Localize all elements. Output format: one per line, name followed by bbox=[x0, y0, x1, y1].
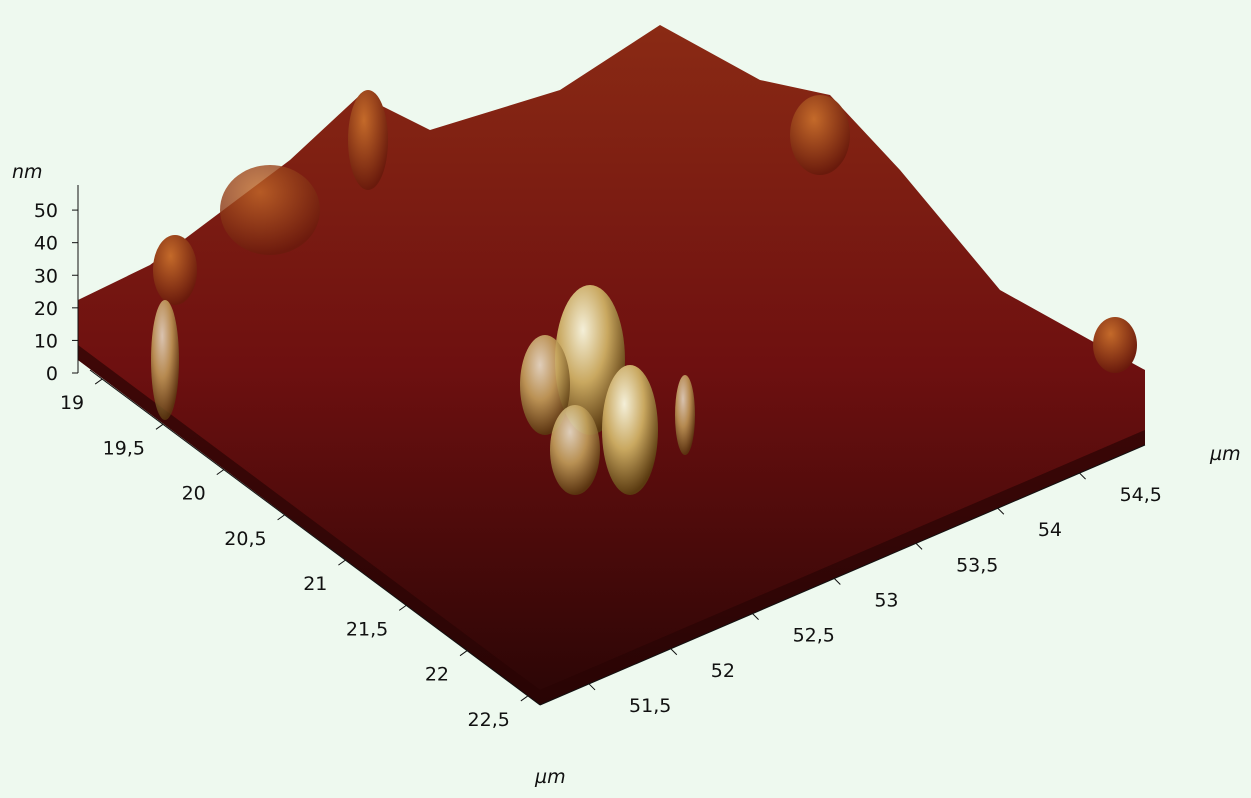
x-axis bbox=[89, 369, 541, 706]
x-tick-label: 19 bbox=[60, 392, 84, 414]
x-tick bbox=[155, 423, 164, 430]
z-tick-label: 50 bbox=[34, 200, 58, 222]
x-tick-label: 20,5 bbox=[224, 528, 266, 550]
z-tick-label: 20 bbox=[34, 298, 58, 320]
y-tick-label: 53,5 bbox=[956, 554, 998, 576]
x-tick bbox=[216, 469, 225, 476]
x-tick bbox=[459, 650, 468, 657]
x-tick-label: 19,5 bbox=[103, 437, 145, 459]
x-tick-label: 21 bbox=[303, 573, 327, 595]
y-tick bbox=[670, 648, 678, 656]
z-tick-label: 40 bbox=[34, 233, 58, 255]
y-tick-label: 54 bbox=[1038, 519, 1062, 541]
x-tick bbox=[94, 378, 103, 385]
z-axis-label: nm bbox=[12, 161, 43, 183]
x-tick-label: 20 bbox=[182, 483, 206, 505]
y-tick-label: 51,5 bbox=[629, 695, 671, 717]
y-tick bbox=[1079, 472, 1086, 480]
x-tick bbox=[338, 559, 346, 566]
y-tick bbox=[997, 507, 1005, 515]
y-axis bbox=[539, 444, 1146, 706]
y-tick bbox=[833, 578, 841, 585]
x-axis-label: µm bbox=[534, 766, 566, 788]
x-tick bbox=[398, 604, 407, 611]
x-tick bbox=[520, 695, 529, 702]
y-tick-label: 54,5 bbox=[1120, 484, 1162, 506]
y-tick bbox=[588, 683, 596, 691]
y-tick-label: 53 bbox=[874, 590, 898, 612]
y-tick-label: 52,5 bbox=[793, 625, 835, 647]
y-tick-label: 52 bbox=[711, 660, 735, 682]
x-tick-label: 22 bbox=[425, 664, 449, 686]
z-tick-label: 10 bbox=[34, 330, 58, 352]
y-tick bbox=[915, 543, 923, 550]
x-tick-label: 22,5 bbox=[468, 709, 510, 731]
x-tick bbox=[277, 514, 285, 521]
y-tick bbox=[752, 613, 759, 621]
surface bbox=[78, 25, 1145, 705]
x-tick-label: 21,5 bbox=[346, 618, 388, 640]
z-tick-label: 30 bbox=[34, 265, 58, 287]
y-axis-label: µm bbox=[1209, 443, 1241, 465]
z-tick-label: 0 bbox=[46, 363, 58, 385]
